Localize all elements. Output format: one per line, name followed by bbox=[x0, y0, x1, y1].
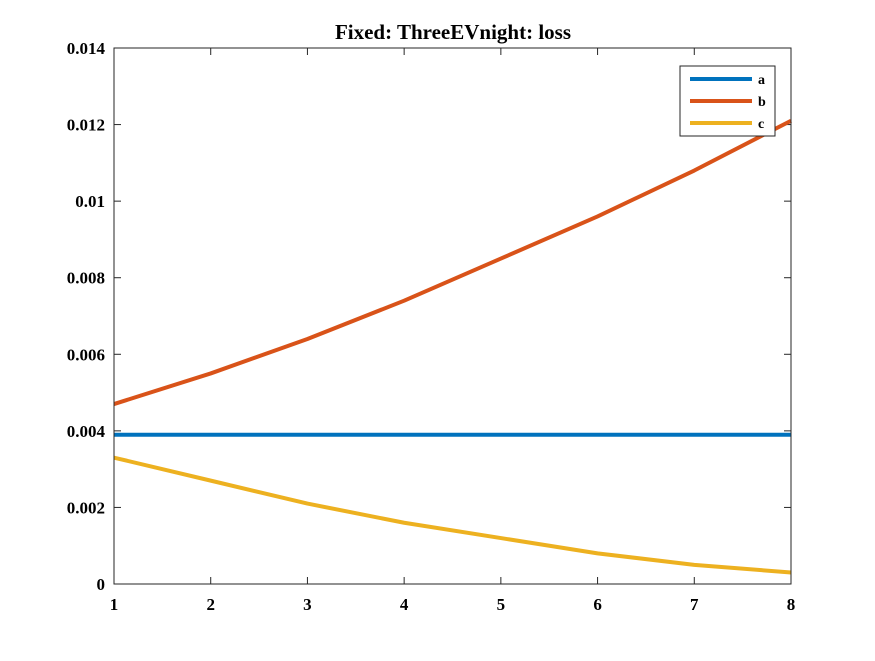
legend-label-b: b bbox=[758, 95, 766, 110]
chart-title: Fixed: ThreeEVnight: loss bbox=[335, 20, 571, 44]
y-tick-label: 0 bbox=[97, 575, 106, 594]
x-tick-label: 8 bbox=[787, 595, 796, 614]
x-tick-label: 1 bbox=[110, 595, 119, 614]
x-tick-label: 4 bbox=[400, 595, 409, 614]
y-tick-label: 0.008 bbox=[67, 269, 105, 288]
y-tick-label: 0.002 bbox=[67, 498, 105, 517]
y-tick-label: 0.014 bbox=[67, 39, 106, 58]
y-tick-label: 0.012 bbox=[67, 116, 105, 135]
series-line-c bbox=[113, 455, 792, 575]
axis-ticks: 1 2 3 4 5 6 7 8 0 0.002 0.004 0.006 0.008 0.01 0.012 0.… bbox=[67, 39, 796, 614]
legend-label-a: a bbox=[758, 73, 765, 88]
x-tick-label: 7 bbox=[690, 595, 699, 614]
plot-area-frame bbox=[113, 47, 792, 585]
y-tick-label: 0.01 bbox=[75, 192, 105, 211]
series-lines bbox=[113, 118, 792, 575]
y-tick-label: 0.006 bbox=[67, 345, 105, 364]
x-tick-label: 6 bbox=[593, 595, 602, 614]
series-line-b bbox=[113, 118, 792, 406]
x-tick-label: 3 bbox=[303, 595, 312, 614]
x-tick-label: 2 bbox=[206, 595, 215, 614]
legend-label-c: c bbox=[758, 117, 764, 132]
legend: abc bbox=[679, 65, 776, 137]
y-tick-label: 0.004 bbox=[67, 422, 106, 441]
x-tick-label: 5 bbox=[497, 595, 506, 614]
